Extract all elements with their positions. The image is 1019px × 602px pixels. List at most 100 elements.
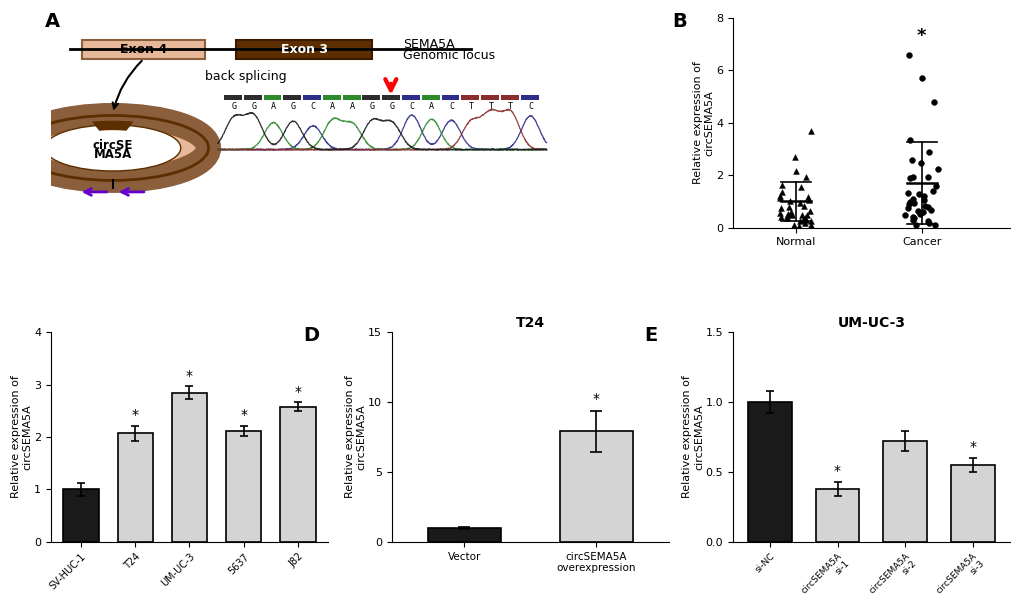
- Text: *: *: [185, 368, 193, 383]
- FancyBboxPatch shape: [421, 95, 439, 100]
- Point: [794, 215, 810, 225]
- Bar: [559, 432, 632, 542]
- Point: [905, 213, 921, 223]
- Text: G: G: [389, 102, 394, 111]
- Y-axis label: Relative expression of
circSEMA5A: Relative expression of circSEMA5A: [344, 376, 367, 498]
- Point: [904, 194, 920, 204]
- Point: [799, 193, 815, 202]
- Point: [779, 209, 795, 219]
- Text: SEMA5A: SEMA5A: [403, 38, 454, 51]
- FancyBboxPatch shape: [244, 95, 262, 100]
- Point: [802, 216, 818, 226]
- Point: [904, 172, 920, 182]
- Point: [928, 164, 945, 174]
- Text: C: C: [528, 102, 533, 111]
- Text: C: C: [310, 102, 315, 111]
- FancyBboxPatch shape: [461, 95, 479, 100]
- Text: D: D: [303, 326, 319, 345]
- Point: [792, 182, 808, 192]
- Point: [919, 202, 935, 212]
- Title: T24: T24: [516, 315, 544, 330]
- Text: T: T: [488, 102, 493, 111]
- Bar: [226, 431, 261, 542]
- Point: [783, 209, 799, 219]
- Point: [904, 216, 920, 225]
- Text: back splicing: back splicing: [205, 70, 286, 83]
- Text: *: *: [592, 392, 599, 406]
- Text: *: *: [131, 408, 139, 422]
- Text: G: G: [370, 102, 374, 111]
- Point: [910, 190, 926, 199]
- FancyBboxPatch shape: [441, 95, 459, 100]
- Point: [923, 187, 940, 196]
- Text: *: *: [294, 385, 302, 399]
- Text: T: T: [507, 102, 513, 111]
- Point: [771, 212, 788, 222]
- Text: G: G: [231, 102, 236, 111]
- Point: [914, 196, 930, 205]
- Point: [781, 196, 797, 206]
- Point: [798, 215, 814, 225]
- Text: B: B: [672, 12, 686, 31]
- Text: Genomic locus: Genomic locus: [403, 49, 495, 62]
- Point: [777, 211, 794, 220]
- Point: [901, 197, 917, 206]
- Point: [919, 147, 935, 157]
- FancyBboxPatch shape: [303, 95, 321, 100]
- Wedge shape: [92, 121, 133, 131]
- Bar: [428, 528, 500, 542]
- Point: [792, 216, 808, 226]
- Text: C: C: [448, 102, 453, 111]
- Point: [926, 220, 943, 229]
- Point: [918, 172, 934, 182]
- Point: [796, 214, 812, 223]
- Point: [915, 191, 931, 201]
- Point: [921, 205, 937, 215]
- Point: [914, 207, 930, 217]
- FancyBboxPatch shape: [481, 95, 498, 100]
- Point: [772, 187, 789, 197]
- Point: [907, 220, 923, 230]
- Point: [904, 212, 920, 222]
- Point: [770, 208, 787, 217]
- FancyBboxPatch shape: [224, 95, 242, 100]
- Point: [787, 166, 803, 176]
- Point: [772, 203, 789, 213]
- Point: [799, 210, 815, 220]
- Point: [909, 206, 925, 216]
- Text: A: A: [45, 12, 60, 31]
- Point: [899, 188, 915, 197]
- Text: Exon 4: Exon 4: [120, 43, 167, 56]
- Text: MA5A: MA5A: [94, 147, 131, 161]
- Point: [791, 198, 807, 208]
- FancyBboxPatch shape: [500, 95, 519, 100]
- Bar: [117, 433, 153, 542]
- Point: [782, 206, 798, 216]
- Text: G: G: [290, 102, 296, 111]
- FancyBboxPatch shape: [323, 95, 340, 100]
- Text: A: A: [350, 102, 355, 111]
- Point: [901, 135, 917, 145]
- Point: [912, 158, 928, 168]
- Point: [770, 191, 787, 200]
- Bar: [882, 441, 926, 542]
- Point: [773, 181, 790, 190]
- FancyBboxPatch shape: [520, 95, 538, 100]
- Point: [779, 213, 795, 222]
- Point: [787, 152, 803, 162]
- Point: [797, 172, 813, 182]
- Point: [897, 210, 913, 220]
- FancyBboxPatch shape: [263, 95, 281, 100]
- FancyBboxPatch shape: [236, 40, 372, 59]
- Text: G: G: [251, 102, 256, 111]
- Bar: [815, 489, 859, 542]
- Point: [911, 209, 927, 219]
- Y-axis label: Relative expression of
circSEMA5A: Relative expression of circSEMA5A: [11, 376, 33, 498]
- Point: [795, 201, 811, 211]
- FancyBboxPatch shape: [401, 95, 420, 100]
- Point: [903, 155, 919, 165]
- Point: [900, 199, 916, 209]
- Bar: [280, 407, 316, 542]
- FancyBboxPatch shape: [342, 95, 360, 100]
- Point: [793, 210, 809, 220]
